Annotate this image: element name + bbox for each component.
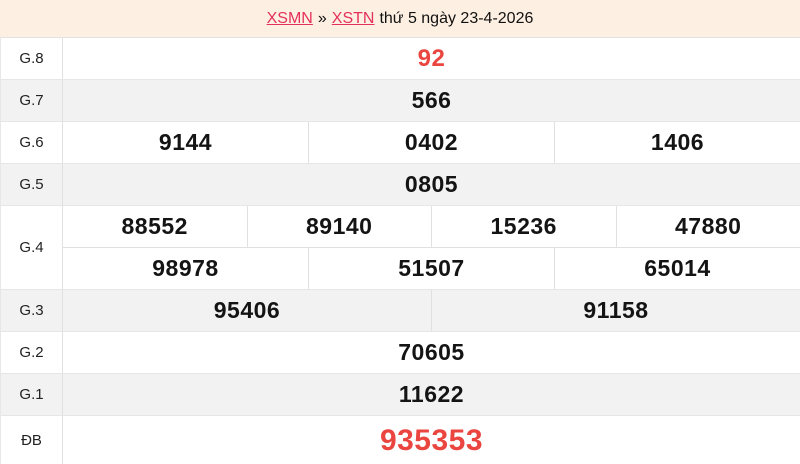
prize-label-db: ĐB — [1, 416, 63, 464]
prize-number-g8: 92 — [417, 44, 446, 72]
prize-label-g3: G.3 — [1, 290, 63, 331]
prize-values-db: 935353 — [63, 416, 800, 464]
prize-label-g5: G.5 — [1, 164, 63, 205]
prize-row-g4: G.4 88552 89140 15236 47880 98978 51507 65014 — [1, 206, 800, 290]
prize-values-g7: 566 — [63, 80, 800, 121]
prize-subrow-g5-1: 0805 — [63, 164, 800, 205]
prize-number-g4-1: 88552 — [121, 213, 188, 239]
prize-number-g4-3: 15236 — [431, 206, 616, 247]
prize-row-g1: G.1 11622 — [1, 374, 800, 416]
prize-subrow-g6-1: 9144 0402 1406 — [63, 122, 800, 163]
prize-values-g5: 0805 — [63, 164, 800, 205]
prize-values-g6: 9144 0402 1406 — [63, 122, 800, 163]
prize-row-g5: G.5 0805 — [1, 164, 800, 206]
prize-number-g6-3: 1406 — [554, 122, 800, 163]
prize-label-g7: G.7 — [1, 80, 63, 121]
prize-values-g4: 88552 89140 15236 47880 98978 51507 65014 — [63, 206, 800, 289]
prize-number-g6-2: 0402 — [308, 122, 554, 163]
prize-number-g3-1: 95406 — [213, 297, 281, 323]
prize-number-g4-3: 65014 — [554, 248, 800, 289]
prize-row-g6: G.6 9144 0402 1406 — [1, 122, 800, 164]
prize-number-g1: 11622 — [398, 381, 465, 407]
prize-number-g6-1: 9144 — [158, 129, 213, 155]
prize-row-g3: G.3 95406 91158 — [1, 290, 800, 332]
prize-label-g4: G.4 — [1, 206, 63, 289]
prize-label-g1: G.1 — [1, 374, 63, 415]
prize-label-g2: G.2 — [1, 332, 63, 373]
xsmn-link[interactable]: XSMN — [266, 9, 313, 27]
prize-subrow-g7-1: 566 — [63, 80, 800, 121]
results-header: XSMN » XSTN thứ 5 ngày 23-4-2026 — [0, 0, 800, 37]
prize-number-g4-2: 89140 — [246, 206, 432, 247]
prize-number-g5: 0805 — [404, 171, 459, 197]
prize-row-g7: G.7 566 — [1, 80, 800, 122]
prize-row-g2: G.2 70605 — [1, 332, 800, 374]
prize-number-g7: 566 — [411, 87, 452, 113]
draw-date-text: thứ 5 ngày 23-4-2026 — [379, 9, 534, 27]
prize-subrow-g4-1: 88552 89140 15236 47880 — [63, 206, 800, 247]
prize-values-g1: 11622 — [63, 374, 800, 415]
prize-row-db: ĐB 935353 — [1, 416, 800, 464]
prize-number-g2: 70605 — [398, 339, 465, 365]
prize-number-g4-4: 47880 — [615, 206, 800, 247]
prize-number-g3-2: 91158 — [431, 290, 800, 331]
prize-table: G.8 92 G.7 566 G.6 9144 0402 1406 G.5 0805 G.4 8855… — [0, 37, 800, 464]
prize-label-g6: G.6 — [1, 122, 63, 163]
prize-values-g3: 95406 91158 — [63, 290, 800, 331]
prize-subrow-g2-1: 70605 — [63, 332, 800, 373]
prize-subrow-g1-1: 11622 — [63, 374, 800, 415]
prize-subrow-g8-1: 92 — [63, 38, 800, 79]
prize-label-g8: G.8 — [1, 38, 63, 79]
breadcrumb-separator: » — [317, 9, 327, 27]
prize-row-g8: G.8 92 — [1, 38, 800, 80]
prize-values-g8: 92 — [63, 38, 800, 79]
prize-number-g4-2: 51507 — [308, 248, 554, 289]
prize-number-g4-1: 98978 — [152, 255, 219, 281]
prize-subrow-g4-2: 98978 51507 65014 — [63, 247, 800, 289]
prize-subrow-g3-1: 95406 91158 — [63, 290, 800, 331]
prize-subrow-db-1: 935353 — [63, 416, 800, 464]
prize-number-db: 935353 — [379, 423, 484, 457]
xstn-link[interactable]: XSTN — [331, 9, 375, 27]
prize-values-g2: 70605 — [63, 332, 800, 373]
